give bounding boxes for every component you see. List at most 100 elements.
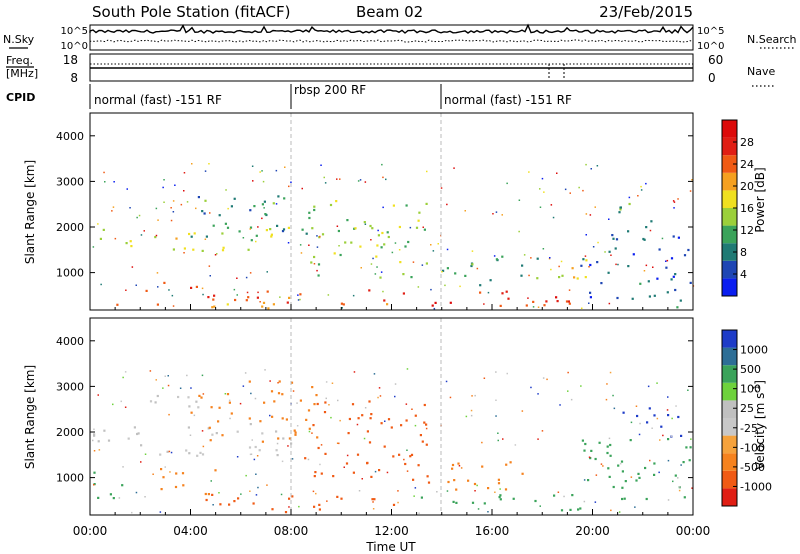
heatmap-speck [280,493,283,496]
heatmap-speck [193,414,196,417]
heatmap-cell [556,300,559,303]
heatmap-cell [455,488,458,491]
heatmap-speck [481,441,483,444]
heatmap-speck [269,414,271,417]
heatmap-cell [378,469,381,472]
heatmap-speck [385,178,387,181]
heatmap-cell [621,497,624,501]
heatmap-speck [581,307,583,309]
heatmap-cell [614,247,617,250]
heatmap-cell [383,243,386,246]
heatmap-cell [247,248,250,251]
heatmap-speck [210,480,212,482]
heatmap-cell [619,208,622,211]
heatmap-speck [679,486,681,488]
heatmap-speck [287,445,289,447]
heatmap-cell [195,400,198,403]
heatmap-speck [372,501,374,503]
heatmap-cell [683,254,687,257]
heatmap-speck [279,296,281,298]
heatmap-cell [233,500,236,503]
heatmap-cell [606,451,609,455]
heatmap-speck [521,410,524,412]
colorbar-segment [722,330,737,348]
heatmap-speck [382,290,384,293]
heatmap-cell [258,449,261,452]
heatmap-speck [567,371,569,374]
x-tick-label: 00:00 [73,524,108,538]
heatmap-cell [565,300,569,303]
colorbar-tick-label: 8 [740,246,747,259]
heatmap-speck [518,199,521,201]
heatmap-cell [415,226,419,229]
heatmap-speck [444,284,446,287]
heatmap-cell [212,224,215,227]
heatmap-speck [373,373,376,375]
heatmap-speck [411,408,413,410]
heatmap-cell [400,424,403,427]
heatmap-speck [667,459,670,462]
heatmap-speck [471,395,473,397]
nave-label: Nave [747,65,775,78]
heatmap-cell [294,431,297,434]
power-colorbar: 4 8 12 16 20 24 28 [721,119,754,297]
heatmap-cell [313,205,316,208]
freq-tick-bottom: 8 [70,71,78,85]
heatmap-speck [259,301,261,303]
heatmap-speck [391,251,394,254]
heatmap-speck [364,181,367,183]
heatmap-cell [628,202,631,206]
power-colorbar-label: Power [dB] [753,167,767,232]
heatmap-speck [118,497,121,499]
heatmap-cell [344,241,347,244]
colorbar-segment [722,172,737,191]
heatmap-cell [683,496,686,499]
heatmap-cell [623,497,626,500]
heatmap-cell [299,293,302,296]
heatmap-cell [175,237,178,240]
heatmap-speck [377,229,379,232]
heatmap-cell [192,248,195,251]
heatmap-cell [392,503,396,506]
heatmap-speck [327,294,330,296]
heatmap-speck [93,450,96,452]
heatmap-cell [193,232,196,235]
cpid-row: CPID normal (fast) -151 RF rbsp 200 RF n… [6,83,572,109]
heatmap-speck [358,490,361,492]
heatmap-cell [188,452,191,455]
heatmap-cell [371,498,374,501]
heatmap-cell [214,469,217,472]
heatmap-cell [354,227,357,230]
heatmap-cell [370,413,373,416]
heatmap-speck [312,490,315,493]
heatmap-cell [425,423,428,426]
heatmap-speck [136,216,138,219]
heatmap-speck [253,458,256,461]
heatmap-speck [377,396,379,399]
heatmap-cell [340,497,343,500]
heatmap-speck [459,285,461,288]
heatmap-speck [339,419,341,422]
heatmap-speck [594,501,597,503]
noise-tick-bottom-right: 10^0 [697,41,724,52]
heatmap-cell [196,454,199,457]
heatmap-speck [677,198,679,200]
heatmap-speck [339,178,341,180]
heatmap-cell [315,394,318,397]
colorbar-segment [722,137,737,156]
heatmap-cell [261,432,264,435]
heatmap-cell [581,439,584,442]
heatmap-cell [185,449,188,452]
heatmap-speck [204,238,207,240]
heatmap-cell [270,235,273,238]
heatmap-cell [571,494,574,497]
heatmap-cell [261,203,264,206]
heatmap-speck [242,237,245,239]
heatmap-speck [487,291,490,294]
heatmap-cell [323,411,327,414]
heatmap-speck [242,385,245,387]
heatmap-cell [187,426,190,429]
heatmap-cell [350,241,353,244]
heatmap-speck [236,277,238,279]
heatmap-cell [281,417,284,420]
